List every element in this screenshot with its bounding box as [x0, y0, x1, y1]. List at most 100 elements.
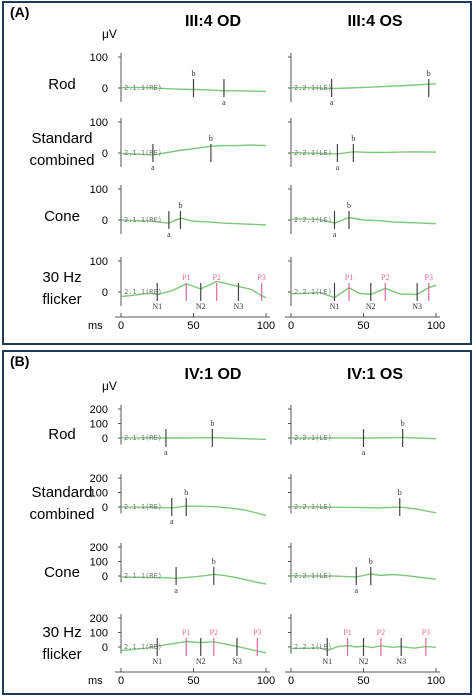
peak-marker-label: a	[164, 448, 168, 457]
peak-marker-label: a	[362, 448, 366, 457]
peak-marker-label: N3	[234, 302, 244, 311]
peak-marker-label: b	[398, 488, 402, 497]
peak-marker-label: b	[209, 134, 213, 143]
row-label: Standard	[32, 484, 93, 501]
row-label: Cone	[44, 208, 80, 225]
peak-marker-label: b	[401, 419, 405, 428]
row-label: Cone	[44, 564, 80, 581]
channel-label: 2.1.1(RE)	[124, 149, 162, 157]
row-label: 30 Hz	[42, 269, 81, 286]
erg-trace	[290, 506, 437, 514]
channel-label: 2.1.1(RE)	[124, 503, 162, 511]
y-tick-label: 100	[90, 52, 108, 64]
row-label: combined	[29, 152, 94, 169]
x-tick-label: 50	[187, 320, 199, 332]
peak-marker-label: P1	[182, 628, 190, 637]
peak-marker-label: a	[167, 230, 171, 239]
y-tick-label: 0	[102, 571, 108, 583]
y-tick-label: 200	[90, 613, 108, 625]
peak-marker-label: b	[351, 134, 355, 143]
peak-marker-label: P3	[425, 273, 433, 282]
erg-trace	[290, 151, 436, 155]
peak-marker-label: b	[178, 201, 182, 210]
row-label: flicker	[42, 291, 81, 308]
peak-marker-label: b	[212, 557, 216, 566]
peak-marker-label: P2	[381, 273, 389, 282]
peak-marker-label: a	[354, 586, 358, 595]
erg-trace	[291, 83, 437, 90]
peak-marker-label: b	[192, 69, 196, 78]
row-label: flicker	[42, 646, 81, 663]
x-tick-label: 100	[257, 320, 275, 332]
peak-marker-label: N3	[396, 657, 406, 666]
peak-marker-label: N1	[152, 302, 162, 311]
channel-label: 2.2.1(LE)	[294, 503, 332, 511]
x-tick-label: 0	[118, 675, 124, 687]
channel-label: 2.1.1(RE)	[124, 288, 162, 296]
y-tick-label: 200	[90, 473, 108, 485]
y-tick-label: 0	[102, 502, 108, 514]
erg-trace	[120, 217, 267, 226]
y-tick-label: 100	[90, 488, 108, 500]
channel-label: 2.1.1(RE)	[124, 572, 162, 580]
panel-border	[2, 350, 472, 695]
peak-marker-label: P1	[343, 628, 351, 637]
y-tick-label: 0	[102, 287, 108, 299]
peak-marker-label: N3	[232, 657, 242, 666]
channel-label: 2.1.1(RE)	[124, 216, 162, 224]
peak-marker-label: b	[369, 557, 373, 566]
y-tick-label: 100	[90, 557, 108, 569]
channel-label: 2.1.1(RE)	[124, 434, 162, 442]
peak-marker-label: a	[336, 163, 340, 172]
peak-marker-label: P3	[253, 628, 261, 637]
y-tick-label: 0	[102, 215, 108, 227]
erg-trace	[120, 505, 267, 517]
erg-trace	[291, 216, 437, 225]
peak-marker-label: a	[333, 230, 337, 239]
peak-marker-label: a	[174, 586, 178, 595]
x-tick-label: 0	[288, 320, 294, 332]
x-tick-label: 100	[427, 675, 445, 687]
erg-trace	[120, 144, 267, 156]
peak-marker-label: a	[151, 163, 155, 172]
panel-border	[2, 1, 472, 345]
peak-marker-label: P1	[345, 273, 353, 282]
y-tick-label: 100	[90, 117, 108, 129]
y-tick-label: 100	[90, 628, 108, 640]
peak-marker-label: N1	[152, 657, 162, 666]
channel-label: 2.2.1(LE)	[294, 288, 332, 296]
channel-label: 2.2.1(LE)	[294, 84, 332, 92]
peak-marker-label: N2	[196, 302, 206, 311]
peak-marker-label: b	[210, 419, 214, 428]
row-label: Rod	[48, 76, 76, 93]
x-unit-label: ms	[88, 320, 103, 332]
erg-trace	[290, 284, 437, 299]
x-tick-label: 100	[427, 320, 445, 332]
y-tick-label: 0	[102, 642, 108, 654]
x-tick-label: 0	[288, 675, 294, 687]
y-tick-label: 200	[90, 404, 108, 416]
channel-label: 2.2.1(LE)	[294, 643, 332, 651]
column-title: IV:1 OS	[347, 366, 403, 383]
y-tick-label: 100	[90, 419, 108, 431]
y-tick-label: 0	[102, 433, 108, 445]
row-label: 30 Hz	[42, 624, 81, 641]
peak-marker-label: P3	[422, 628, 430, 637]
x-tick-label: 100	[257, 675, 275, 687]
panel-letter: (B)	[10, 353, 29, 369]
y-tick-label: 100	[90, 256, 108, 268]
peak-marker-label: a	[170, 517, 174, 526]
peak-marker-label: N1	[330, 302, 340, 311]
peak-marker-label: b	[427, 69, 431, 78]
y-tick-label: 200	[90, 542, 108, 554]
x-tick-label: 50	[357, 675, 369, 687]
column-title: IV:1 OD	[185, 366, 242, 383]
channel-label: 2.1.1(RE)	[124, 84, 162, 92]
x-tick-label: 0	[118, 320, 124, 332]
x-unit-label: ms	[88, 675, 103, 687]
peak-marker-label: P2	[212, 273, 220, 282]
peak-marker-label: P1	[182, 273, 190, 282]
peak-marker-label: N3	[412, 302, 422, 311]
panel-letter: (A)	[10, 4, 29, 20]
peak-marker-label: b	[347, 201, 351, 210]
